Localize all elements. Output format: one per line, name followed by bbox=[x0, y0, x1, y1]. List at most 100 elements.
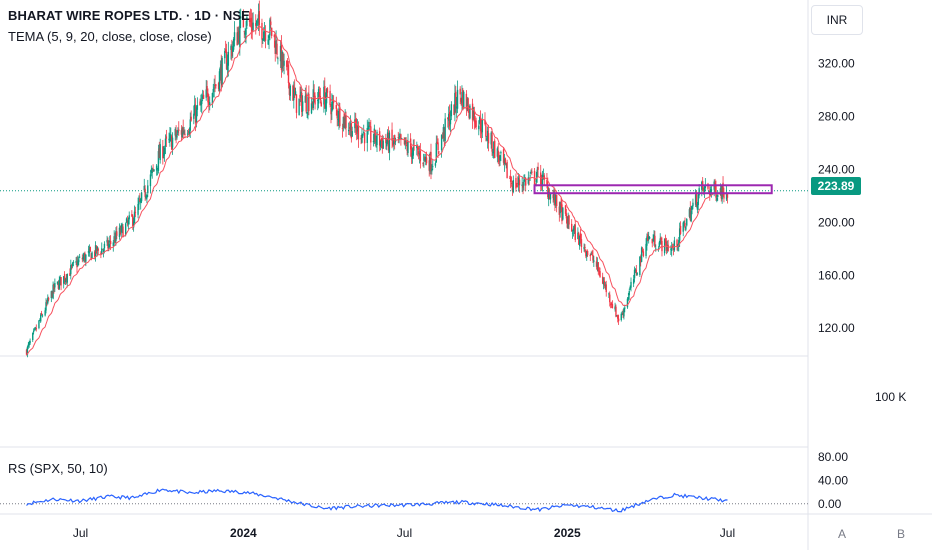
candle-body bbox=[301, 92, 303, 112]
candle-body bbox=[708, 191, 710, 192]
candle-body bbox=[157, 151, 160, 171]
candle-body bbox=[139, 199, 141, 201]
candle-body bbox=[704, 185, 707, 188]
candle-body bbox=[282, 53, 284, 67]
candle-body bbox=[602, 282, 605, 285]
candle-body bbox=[459, 88, 461, 95]
candle-body bbox=[188, 131, 191, 135]
candle-body bbox=[336, 109, 338, 119]
candle-body bbox=[69, 273, 71, 276]
candle-body bbox=[175, 129, 177, 137]
candle-body bbox=[685, 226, 687, 230]
rs-indicator-pane bbox=[0, 488, 808, 513]
candle-body bbox=[401, 138, 403, 139]
candle-body bbox=[604, 285, 607, 287]
candle-body bbox=[138, 201, 140, 205]
candle-body bbox=[232, 38, 235, 50]
candle-body bbox=[552, 194, 554, 199]
candle-body bbox=[158, 148, 160, 159]
candle-body bbox=[338, 108, 340, 123]
candle-body bbox=[332, 101, 334, 104]
candle-body bbox=[245, 29, 247, 35]
candle-body bbox=[431, 168, 433, 172]
candle-body bbox=[555, 194, 558, 207]
candle-body bbox=[332, 101, 335, 103]
candle-body bbox=[571, 223, 573, 232]
candle-body bbox=[465, 93, 468, 110]
resistance-zone-box[interactable] bbox=[533, 184, 773, 195]
candle-body bbox=[595, 261, 598, 267]
candle-body bbox=[375, 142, 377, 144]
candle-body bbox=[593, 260, 595, 262]
candle-body bbox=[324, 99, 327, 109]
candle-body bbox=[32, 330, 35, 333]
candle-body bbox=[499, 155, 501, 161]
candle-body bbox=[391, 129, 393, 141]
candle-body bbox=[335, 105, 337, 109]
candle-body bbox=[659, 238, 661, 244]
candle-body bbox=[180, 130, 183, 135]
log-scale-button[interactable]: B bbox=[896, 527, 905, 541]
candle-body bbox=[269, 19, 271, 36]
candle-body bbox=[679, 225, 682, 234]
rs-tick-label: 0.00 bbox=[818, 497, 842, 511]
candle-body bbox=[163, 147, 166, 155]
candle-body bbox=[418, 153, 421, 156]
volume-scale-label: 100 K bbox=[875, 390, 907, 404]
candle-body bbox=[255, 20, 258, 25]
candle-body bbox=[132, 221, 135, 228]
candle-body bbox=[150, 170, 153, 172]
candle-body bbox=[380, 138, 383, 142]
candle-body bbox=[320, 102, 322, 107]
candle-body bbox=[664, 238, 667, 243]
candle-body bbox=[428, 160, 430, 171]
candle-body bbox=[331, 102, 333, 112]
candle-body bbox=[493, 141, 495, 153]
candle-body bbox=[59, 277, 61, 281]
candle-body bbox=[201, 100, 203, 104]
candle-body bbox=[641, 249, 644, 252]
candle-body bbox=[407, 141, 409, 154]
candle-body bbox=[366, 127, 368, 143]
candle-body bbox=[71, 263, 74, 267]
candle-body bbox=[209, 102, 211, 107]
candle-body bbox=[215, 84, 217, 86]
candle-body bbox=[653, 234, 655, 243]
candle-body bbox=[443, 129, 445, 139]
candle-body bbox=[246, 17, 248, 26]
candle-body bbox=[608, 293, 610, 295]
candle-body bbox=[561, 204, 563, 222]
candle-body bbox=[89, 246, 91, 252]
candle-body bbox=[34, 327, 37, 330]
candle-body bbox=[481, 119, 484, 133]
candle-body bbox=[367, 128, 369, 131]
candle-body bbox=[97, 248, 99, 251]
candle-body bbox=[629, 286, 631, 290]
candle-body bbox=[208, 101, 210, 105]
candle-body bbox=[287, 64, 290, 84]
candle-body bbox=[325, 89, 328, 104]
candle-body bbox=[603, 280, 606, 286]
candle-body bbox=[672, 248, 675, 250]
candle-body bbox=[261, 22, 263, 40]
currency-button[interactable]: INR bbox=[811, 5, 863, 35]
candle-body bbox=[555, 194, 557, 204]
candle-body bbox=[636, 272, 638, 275]
price-tick-label: 200.00 bbox=[818, 215, 855, 229]
candle-body bbox=[126, 221, 129, 223]
candle-body bbox=[137, 204, 139, 215]
candle-body bbox=[682, 222, 684, 232]
candle-body bbox=[305, 94, 307, 112]
candle-body bbox=[239, 20, 241, 48]
candle-body bbox=[655, 248, 657, 250]
candle-body bbox=[355, 126, 358, 134]
candle-body bbox=[182, 127, 184, 133]
candle-body bbox=[268, 35, 270, 39]
candle-body bbox=[492, 151, 494, 154]
candle-body bbox=[611, 303, 614, 309]
candle-body bbox=[568, 215, 570, 225]
auto-scale-button[interactable]: A bbox=[837, 527, 846, 541]
candle-body bbox=[230, 46, 232, 50]
candle-body bbox=[449, 119, 452, 125]
